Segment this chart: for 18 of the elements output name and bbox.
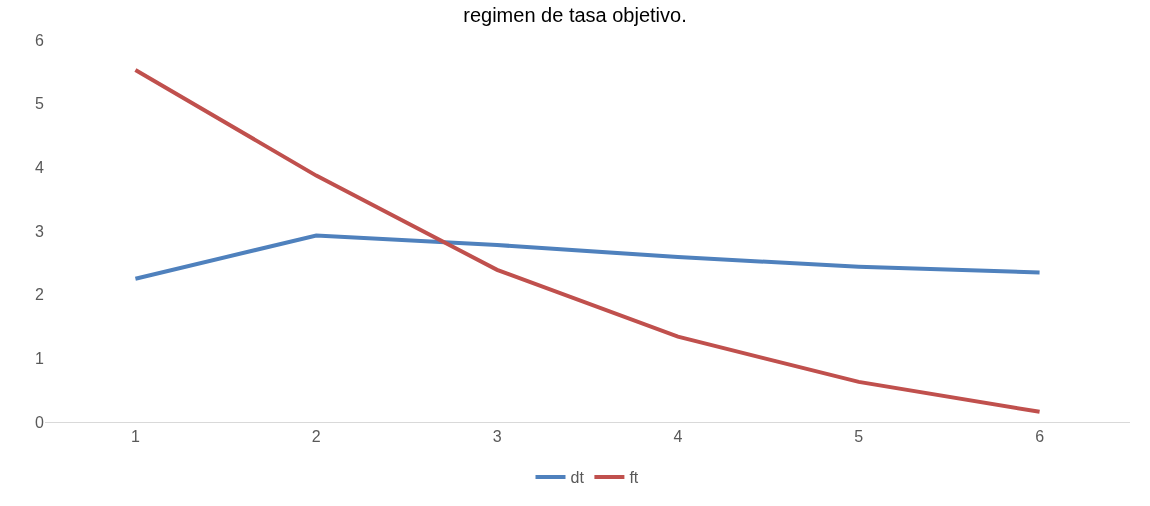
legend-label: dt: [570, 469, 585, 487]
y-tick-label: 5: [35, 95, 45, 113]
y-tick-label: 2: [35, 286, 45, 304]
y-tick-label: 6: [35, 31, 45, 49]
x-tick-label: 1: [130, 428, 140, 446]
x-tick-label: 3: [492, 428, 502, 446]
y-tick-label: 4: [35, 158, 45, 176]
y-tick-label: 1: [35, 349, 45, 367]
y-tick-label: 3: [35, 222, 45, 240]
y-tick-label: 0: [35, 413, 45, 431]
line-series: [133, 67, 1042, 414]
x-tick-label: 2: [311, 428, 321, 446]
x-tick-label: 4: [673, 428, 683, 446]
legend-label: ft: [629, 469, 639, 487]
x-tick-label: 6: [1035, 428, 1045, 446]
chart-title: regimen de tasa objetivo.: [463, 3, 687, 26]
x-tick-label: 5: [854, 428, 864, 446]
line-series: [133, 233, 1042, 281]
